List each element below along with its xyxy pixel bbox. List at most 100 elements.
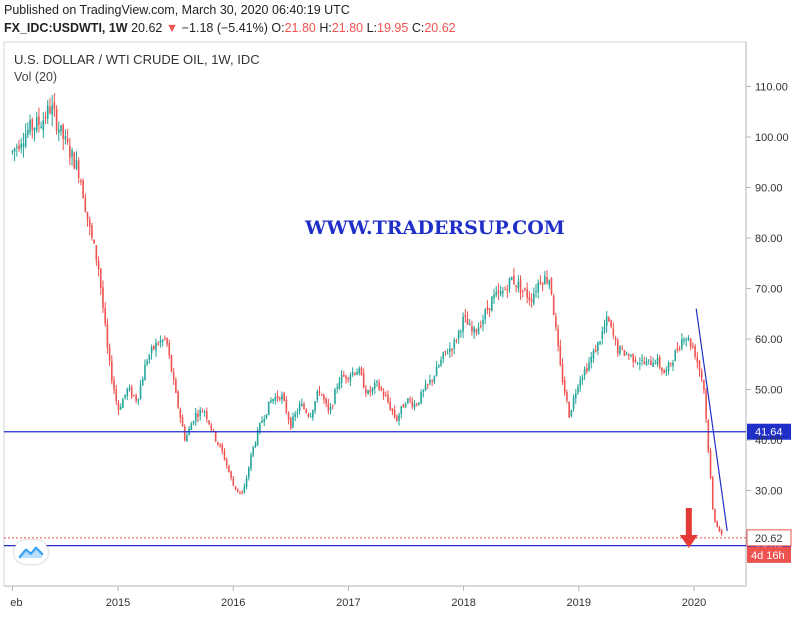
candle-body	[460, 331, 462, 333]
candle-body	[225, 459, 228, 466]
candle-body	[241, 492, 243, 494]
candle-body	[135, 395, 137, 401]
candle-body	[661, 367, 663, 372]
candle-body	[720, 530, 723, 535]
candle-body	[82, 180, 84, 199]
candle-body	[192, 421, 195, 424]
candle-body	[292, 416, 294, 428]
candle-body	[603, 326, 606, 331]
candle-body	[170, 355, 173, 372]
candle-body	[265, 414, 268, 419]
candle-body	[214, 431, 217, 441]
candle-body	[488, 308, 491, 311]
candle-body	[532, 293, 535, 304]
candle-body	[672, 362, 674, 367]
candle-body	[320, 393, 323, 396]
candle-body	[199, 409, 201, 416]
candle-body	[711, 477, 714, 509]
candle-body	[360, 367, 363, 375]
candle-body	[183, 426, 186, 441]
y-tick-label: 100.00	[755, 132, 789, 144]
candle-body	[559, 345, 562, 365]
candle-body	[113, 380, 115, 390]
candle-body	[455, 340, 458, 342]
y-tick-label: 50.00	[755, 385, 783, 397]
tradingview-logo-icon[interactable]	[14, 540, 48, 564]
candle-body	[698, 360, 701, 371]
candle-body	[552, 296, 555, 315]
candle-body	[303, 403, 305, 409]
candle-body	[457, 330, 460, 339]
candle-body	[632, 353, 635, 362]
candle-body	[426, 383, 429, 385]
candle-body	[608, 317, 610, 322]
candle-body	[466, 318, 469, 325]
candle-body	[144, 364, 146, 381]
x-tick-label: 2019	[567, 597, 591, 609]
candle-body	[334, 389, 336, 405]
candle-body	[345, 375, 347, 379]
candle-body	[442, 352, 445, 360]
candle-body	[471, 326, 473, 332]
candle-body	[93, 239, 95, 244]
candle-body	[700, 370, 703, 379]
candle-body	[528, 296, 531, 301]
candle-body	[95, 245, 98, 261]
candle-body	[219, 444, 221, 446]
time-axis[interactable]: eb 2015 2016 2017 2018 2019 2020	[10, 586, 706, 609]
candle-body	[422, 390, 425, 393]
candle-body	[71, 150, 73, 157]
candle-body	[694, 345, 696, 357]
y-tick-label: 90.00	[755, 183, 783, 195]
candle-body	[307, 414, 310, 416]
candle-body	[230, 471, 232, 478]
candle-body	[634, 359, 637, 363]
candle-body	[298, 404, 301, 412]
candle-body	[318, 391, 321, 393]
y-tick-label: 40.00	[755, 435, 783, 447]
candle-body	[51, 105, 53, 115]
candle-body	[97, 260, 100, 269]
candle-body	[566, 392, 568, 401]
candle-body	[38, 116, 40, 125]
candle-body	[75, 160, 78, 169]
candle-body	[703, 380, 705, 391]
price-axis[interactable]: 30.00 40.00 50.00 60.00 70.00 80.00 90.00 100.0…	[746, 82, 789, 498]
candle-body	[415, 404, 418, 406]
candle-body	[639, 363, 641, 365]
candle-body	[687, 337, 690, 340]
candle-body	[625, 353, 628, 355]
candle-body	[31, 119, 34, 130]
price-label-box	[747, 423, 791, 440]
candle-body	[354, 372, 356, 375]
candle-body	[40, 126, 42, 128]
candle-body	[424, 384, 427, 391]
candle-body	[281, 394, 283, 400]
candle-body	[572, 397, 575, 409]
candle-body	[111, 361, 113, 382]
candle-body	[561, 364, 564, 383]
candle-body	[491, 296, 493, 312]
candle-body	[705, 390, 707, 419]
candle-body	[259, 423, 261, 431]
candle-body	[497, 290, 500, 293]
candle-body	[362, 373, 365, 389]
candle-body	[623, 350, 626, 356]
candle-body	[658, 357, 661, 368]
candle-body	[544, 275, 546, 285]
high-label: H:	[319, 21, 332, 35]
candle-body	[716, 521, 718, 527]
candle-body	[484, 309, 486, 320]
candle-body	[197, 414, 199, 418]
candle-body	[161, 339, 164, 342]
candle-body	[331, 405, 334, 407]
candle-body	[166, 338, 168, 345]
candle-body	[402, 404, 405, 408]
candle-body	[336, 387, 338, 389]
candle-body	[601, 331, 604, 340]
countdown-box	[747, 546, 791, 563]
candle-body	[252, 446, 255, 456]
candle-body	[557, 328, 559, 347]
candle-body	[663, 370, 665, 374]
